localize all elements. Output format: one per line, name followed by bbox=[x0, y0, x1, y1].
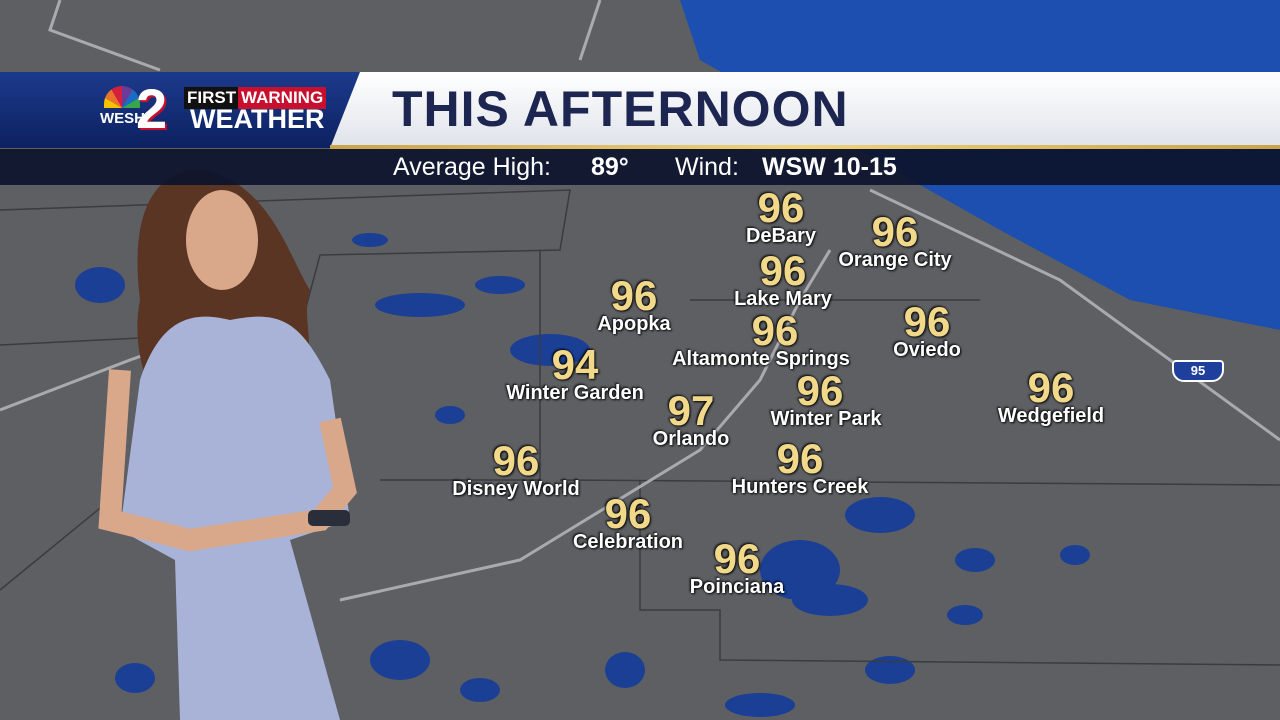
first-label: FIRST bbox=[184, 87, 240, 109]
city-name: Hunters Creek bbox=[731, 476, 869, 498]
city-temp: 97 bbox=[667, 387, 715, 434]
city-name: Altamonte Springs bbox=[672, 348, 850, 370]
city-marker: 96 Wedgefield bbox=[997, 364, 1105, 428]
avg-high-label: Average High: bbox=[393, 153, 551, 181]
peacock-logo-icon bbox=[104, 86, 140, 108]
city-temp: 96 bbox=[759, 247, 807, 294]
city-marker: 96 Altamonte Springs bbox=[672, 307, 850, 371]
city-temp: 96 bbox=[610, 272, 658, 319]
city-marker: 96 Disney World bbox=[452, 437, 580, 501]
city-marker: 94 Winter Garden bbox=[506, 341, 644, 405]
logo-banner bbox=[0, 72, 360, 148]
city-name: Oviedo bbox=[893, 339, 961, 361]
city-temp: 96 bbox=[492, 437, 540, 484]
city-temp: 96 bbox=[871, 208, 919, 255]
city-temp: 96 bbox=[757, 184, 805, 231]
city-marker: 96 Orange City bbox=[838, 208, 952, 272]
city-name: Wedgefield bbox=[997, 405, 1105, 427]
warning-label: WARNING bbox=[238, 87, 327, 109]
city-name: Lake Mary bbox=[734, 288, 832, 310]
interstate-shield: 95 bbox=[1172, 360, 1224, 382]
channel-number: 2 bbox=[136, 77, 168, 140]
city-name: Winter Garden bbox=[506, 382, 644, 404]
wind-value: WSW 10-15 bbox=[762, 153, 897, 181]
city-marker: 96 Oviedo bbox=[893, 298, 961, 362]
city-marker: 96 Lake Mary bbox=[734, 247, 832, 311]
city-name: DeBary bbox=[745, 225, 817, 247]
city-marker: 96 Celebration bbox=[572, 490, 684, 554]
title-bar bbox=[330, 72, 1280, 148]
city-name: Winter Park bbox=[770, 408, 882, 430]
weather-label: WEATHER bbox=[190, 104, 325, 134]
city-name: Celebration bbox=[572, 531, 684, 553]
city-temp: 96 bbox=[713, 535, 761, 582]
city-temp: 96 bbox=[903, 298, 951, 345]
city-temp: 96 bbox=[776, 435, 824, 482]
city-name: Orlando bbox=[652, 428, 730, 450]
city-marker: 96 Apopka bbox=[597, 272, 671, 336]
city-temp: 96 bbox=[1027, 364, 1075, 411]
wind-label: Wind: bbox=[675, 153, 739, 181]
city-temp: 94 bbox=[551, 341, 599, 388]
city-marker: 96 Winter Park bbox=[770, 367, 882, 431]
city-marker: 96 Hunters Creek bbox=[731, 435, 869, 499]
page-title: THIS AFTERNOON bbox=[392, 81, 849, 137]
city-marker: 96 Poinciana bbox=[689, 535, 785, 599]
city-marker: 97 Orlando bbox=[652, 387, 730, 451]
divider bbox=[330, 145, 1280, 149]
city-name: Poinciana bbox=[689, 576, 785, 598]
city-temp: 96 bbox=[751, 307, 799, 354]
station-name: WESH bbox=[100, 110, 145, 127]
city-temp: 96 bbox=[796, 367, 844, 414]
city-name: Disney World bbox=[452, 478, 580, 500]
city-marker: 96 DeBary bbox=[745, 184, 817, 248]
city-name: Apopka bbox=[597, 313, 671, 335]
info-bar: Average High: 89° Wind: WSW 10-15 bbox=[0, 149, 1280, 185]
city-temp: 96 bbox=[604, 490, 652, 537]
avg-high-value: 89° bbox=[591, 153, 629, 181]
city-name: Orange City bbox=[838, 249, 952, 271]
